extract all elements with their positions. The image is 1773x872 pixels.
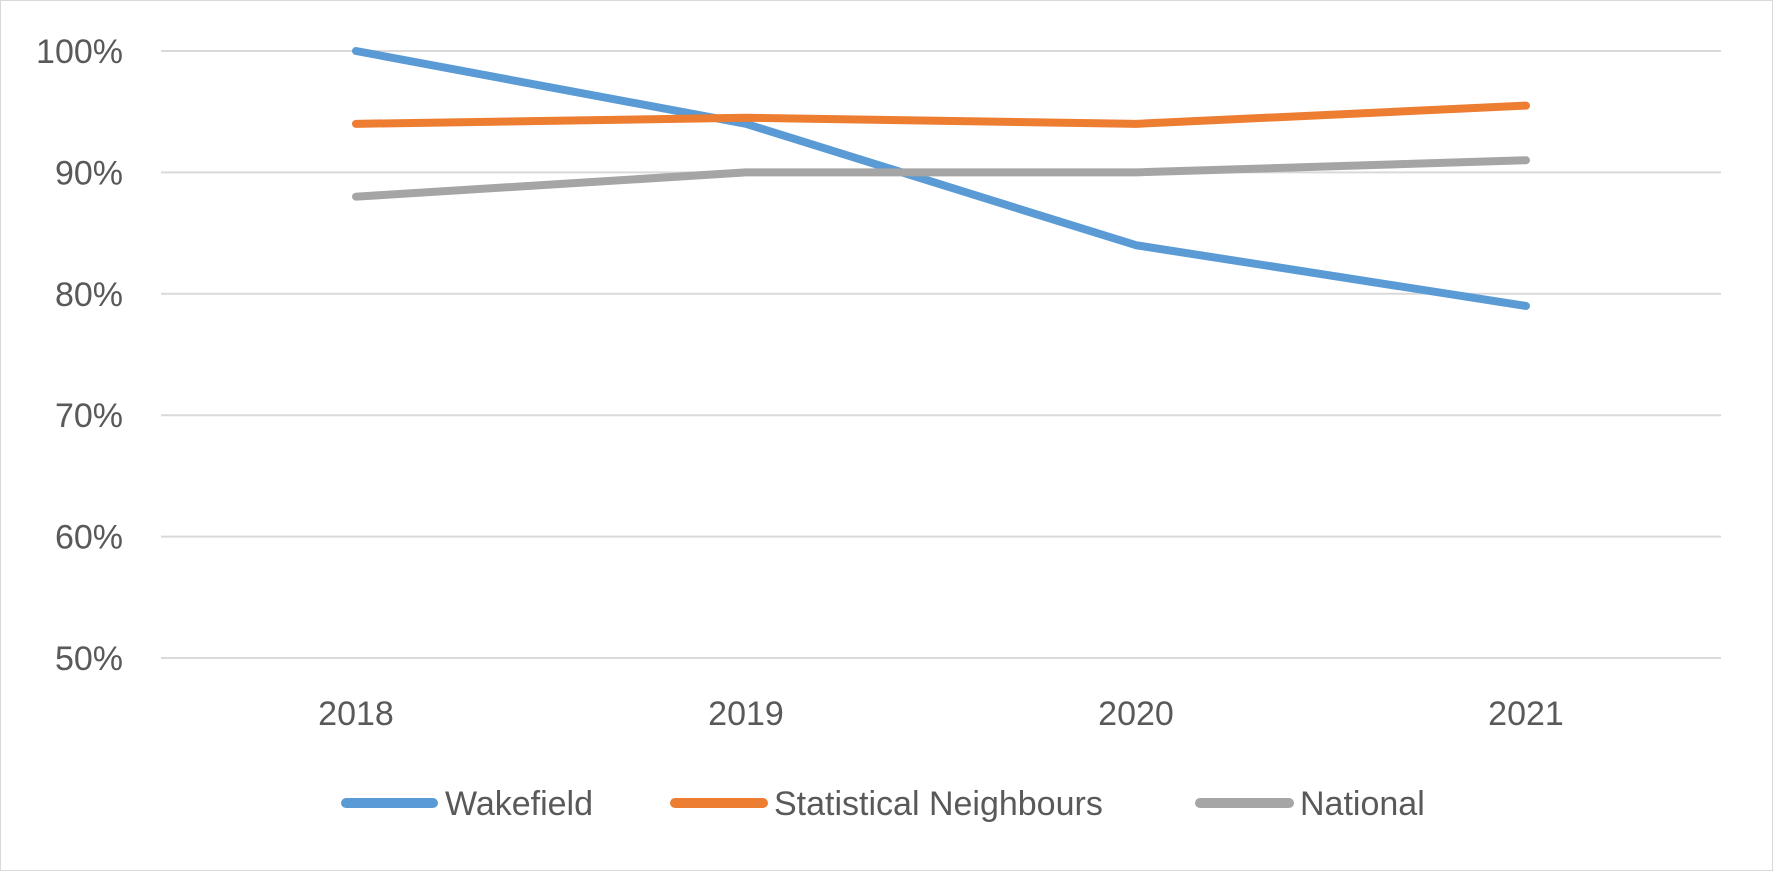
y-tick-label: 90% — [55, 154, 123, 192]
y-tick-label: 50% — [55, 640, 123, 678]
x-tick-label: 2020 — [1098, 695, 1174, 733]
x-tick-label: 2018 — [318, 695, 394, 733]
y-tick-label: 100% — [36, 33, 123, 71]
legend: Wakefield Statistical Neighbours National — [341, 785, 1425, 823]
series-line-national — [352, 156, 1530, 201]
x-axis-tick-labels: 2018 2019 2020 2021 — [318, 695, 1564, 733]
legend-label-national: National — [1300, 785, 1425, 823]
gridlines — [161, 50, 1721, 659]
y-tick-label: 80% — [55, 276, 123, 314]
y-axis-tick-labels: 50% 60% 70% 80% 90% 100% — [36, 33, 123, 678]
x-tick-label: 2019 — [708, 695, 784, 733]
x-tick-label: 2021 — [1488, 695, 1564, 733]
series-lines — [352, 47, 1530, 310]
y-tick-label: 70% — [55, 397, 123, 435]
legend-label-wakefield: Wakefield — [445, 785, 593, 823]
y-tick-label: 60% — [55, 519, 123, 557]
series-line-wakefield — [352, 47, 1530, 310]
series-line-statistical-neighbours — [352, 101, 1530, 128]
legend-label-statistical-neighbours: Statistical Neighbours — [774, 785, 1103, 823]
